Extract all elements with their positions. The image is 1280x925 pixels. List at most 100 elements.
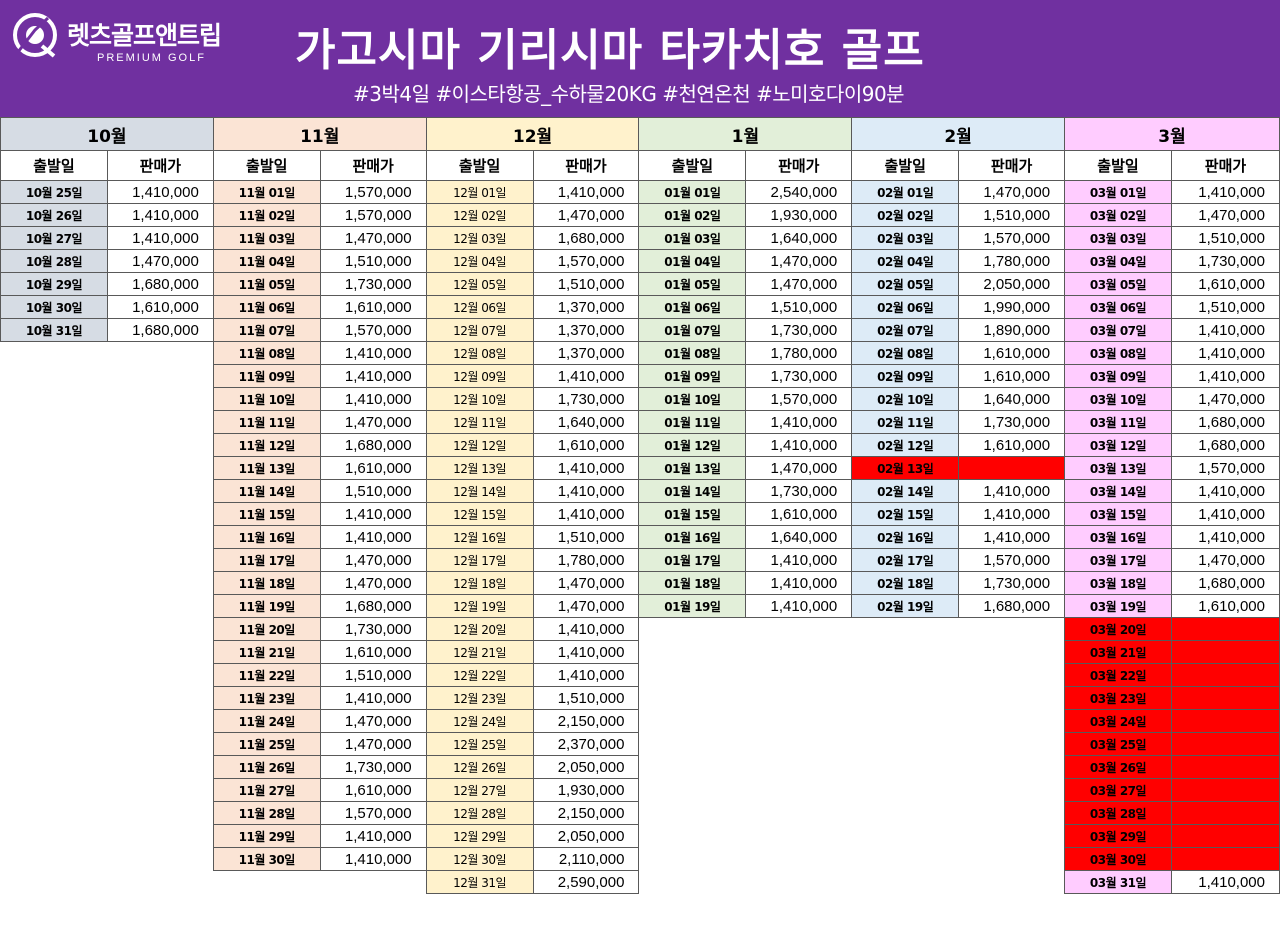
departure-date-cell[interactable]: 12월 25일 <box>425 732 534 756</box>
departure-date-cell[interactable]: 12월 05일 <box>425 272 534 296</box>
departure-date-cell[interactable]: 03월 05일 <box>1064 272 1172 296</box>
departure-date-cell[interactable]: 10월 26일 <box>0 203 108 227</box>
departure-date-cell[interactable]: 02월 18일 <box>851 571 960 595</box>
departure-date-cell[interactable]: 01월 06일 <box>638 295 747 319</box>
departure-date-cell[interactable]: 12월 06일 <box>425 295 534 319</box>
departure-date-cell[interactable]: 11월 29일 <box>212 824 321 848</box>
departure-date-cell[interactable]: 11월 10일 <box>212 387 321 411</box>
departure-date-cell[interactable]: 03월 02일 <box>1064 203 1172 227</box>
departure-date-cell[interactable]: 03월 08일 <box>1064 341 1172 365</box>
departure-date-cell[interactable]: 11월 03일 <box>212 226 321 250</box>
departure-date-cell[interactable]: 02월 15일 <box>851 502 960 526</box>
departure-date-cell[interactable]: 10월 30일 <box>0 295 108 319</box>
departure-date-cell[interactable]: 01월 12일 <box>638 433 747 457</box>
departure-date-cell[interactable]: 11월 18일 <box>212 571 321 595</box>
departure-date-cell[interactable]: 02월 04일 <box>851 249 960 273</box>
departure-date-cell[interactable]: 03월 04일 <box>1064 249 1172 273</box>
departure-date-cell[interactable]: 01월 09일 <box>638 364 747 388</box>
departure-date-cell[interactable]: 11월 14일 <box>212 479 321 503</box>
departure-date-cell[interactable]: 11월 19일 <box>212 594 321 618</box>
departure-date-cell[interactable]: 12월 22일 <box>425 663 534 687</box>
departure-date-cell[interactable]: 10월 27일 <box>0 226 108 250</box>
departure-date-cell[interactable]: 11월 12일 <box>212 433 321 457</box>
departure-date-cell[interactable]: 03월 18일 <box>1064 571 1172 595</box>
departure-date-cell[interactable]: 11월 26일 <box>212 755 321 779</box>
departure-date-cell[interactable]: 12월 07일 <box>425 318 534 342</box>
departure-date-cell[interactable]: 12월 01일 <box>425 180 534 204</box>
departure-date-cell[interactable]: 02월 05일 <box>851 272 960 296</box>
departure-date-cell[interactable]: 03월 09일 <box>1064 364 1172 388</box>
departure-date-cell[interactable]: 11월 01일 <box>212 180 321 204</box>
departure-date-cell[interactable]: 12월 31일 <box>425 870 534 894</box>
departure-date-cell[interactable]: 12월 29일 <box>425 824 534 848</box>
departure-date-cell[interactable]: 10월 28일 <box>0 249 108 273</box>
departure-date-cell[interactable]: 01월 08일 <box>638 341 747 365</box>
departure-date-cell[interactable]: 03월 03일 <box>1064 226 1172 250</box>
departure-date-cell[interactable]: 01월 03일 <box>638 226 747 250</box>
departure-date-cell[interactable]: 03월 27일 <box>1064 778 1172 802</box>
departure-date-cell[interactable]: 12월 13일 <box>425 456 534 480</box>
departure-date-cell[interactable]: 11월 16일 <box>212 525 321 549</box>
departure-date-cell[interactable]: 01월 10일 <box>638 387 747 411</box>
departure-date-cell[interactable]: 12월 04일 <box>425 249 534 273</box>
departure-date-cell[interactable]: 12월 11일 <box>425 410 534 434</box>
departure-date-cell[interactable]: 01월 15일 <box>638 502 747 526</box>
departure-date-cell[interactable]: 11월 23일 <box>212 686 321 710</box>
departure-date-cell[interactable]: 10월 29일 <box>0 272 108 296</box>
departure-date-cell[interactable]: 02월 10일 <box>851 387 960 411</box>
departure-date-cell[interactable]: 02월 14일 <box>851 479 960 503</box>
departure-date-cell[interactable]: 10월 25일 <box>0 180 108 204</box>
departure-date-cell[interactable]: 01월 16일 <box>638 525 747 549</box>
departure-date-cell[interactable]: 03월 15일 <box>1064 502 1172 526</box>
departure-date-cell[interactable]: 02월 01일 <box>851 180 960 204</box>
departure-date-cell[interactable]: 12월 30일 <box>425 847 534 871</box>
departure-date-cell[interactable]: 11월 08일 <box>212 341 321 365</box>
departure-date-cell[interactable]: 03월 14일 <box>1064 479 1172 503</box>
departure-date-cell[interactable]: 12월 12일 <box>425 433 534 457</box>
departure-date-cell[interactable]: 12월 20일 <box>425 617 534 641</box>
departure-date-cell[interactable]: 02월 13일 <box>851 456 960 480</box>
departure-date-cell[interactable]: 03월 31일 <box>1064 870 1172 894</box>
departure-date-cell[interactable]: 03월 26일 <box>1064 755 1172 779</box>
departure-date-cell[interactable]: 11월 21일 <box>212 640 321 664</box>
departure-date-cell[interactable]: 11월 28일 <box>212 801 321 825</box>
departure-date-cell[interactable]: 11월 11일 <box>212 410 321 434</box>
departure-date-cell[interactable]: 11월 13일 <box>212 456 321 480</box>
departure-date-cell[interactable]: 02월 11일 <box>851 410 960 434</box>
departure-date-cell[interactable]: 03월 25일 <box>1064 732 1172 756</box>
departure-date-cell[interactable]: 12월 10일 <box>425 387 534 411</box>
departure-date-cell[interactable]: 12월 09일 <box>425 364 534 388</box>
departure-date-cell[interactable]: 12월 17일 <box>425 548 534 572</box>
departure-date-cell[interactable]: 11월 24일 <box>212 709 321 733</box>
departure-date-cell[interactable]: 02월 17일 <box>851 548 960 572</box>
departure-date-cell[interactable]: 02월 03일 <box>851 226 960 250</box>
departure-date-cell[interactable]: 11월 07일 <box>212 318 321 342</box>
departure-date-cell[interactable]: 12월 27일 <box>425 778 534 802</box>
departure-date-cell[interactable]: 03월 19일 <box>1064 594 1172 618</box>
departure-date-cell[interactable]: 03월 23일 <box>1064 686 1172 710</box>
departure-date-cell[interactable]: 03월 06일 <box>1064 295 1172 319</box>
departure-date-cell[interactable]: 03월 16일 <box>1064 525 1172 549</box>
departure-date-cell[interactable]: 12월 18일 <box>425 571 534 595</box>
departure-date-cell[interactable]: 11월 04일 <box>212 249 321 273</box>
departure-date-cell[interactable]: 02월 19일 <box>851 594 960 618</box>
brand-logo[interactable]: 렛츠골프앤트립 PREMIUM GOLF <box>12 10 227 70</box>
departure-date-cell[interactable]: 03월 12일 <box>1064 433 1172 457</box>
departure-date-cell[interactable]: 02월 09일 <box>851 364 960 388</box>
departure-date-cell[interactable]: 02월 12일 <box>851 433 960 457</box>
departure-date-cell[interactable]: 03월 17일 <box>1064 548 1172 572</box>
departure-date-cell[interactable]: 12월 24일 <box>425 709 534 733</box>
departure-date-cell[interactable]: 12월 14일 <box>425 479 534 503</box>
departure-date-cell[interactable]: 02월 07일 <box>851 318 960 342</box>
departure-date-cell[interactable]: 10월 31일 <box>0 318 108 342</box>
departure-date-cell[interactable]: 11월 25일 <box>212 732 321 756</box>
departure-date-cell[interactable]: 11월 05일 <box>212 272 321 296</box>
departure-date-cell[interactable]: 11월 09일 <box>212 364 321 388</box>
departure-date-cell[interactable]: 12월 23일 <box>425 686 534 710</box>
departure-date-cell[interactable]: 01월 01일 <box>638 180 747 204</box>
departure-date-cell[interactable]: 01월 14일 <box>638 479 747 503</box>
departure-date-cell[interactable]: 12월 03일 <box>425 226 534 250</box>
departure-date-cell[interactable]: 12월 02일 <box>425 203 534 227</box>
departure-date-cell[interactable]: 01월 17일 <box>638 548 747 572</box>
departure-date-cell[interactable]: 11월 30일 <box>212 847 321 871</box>
